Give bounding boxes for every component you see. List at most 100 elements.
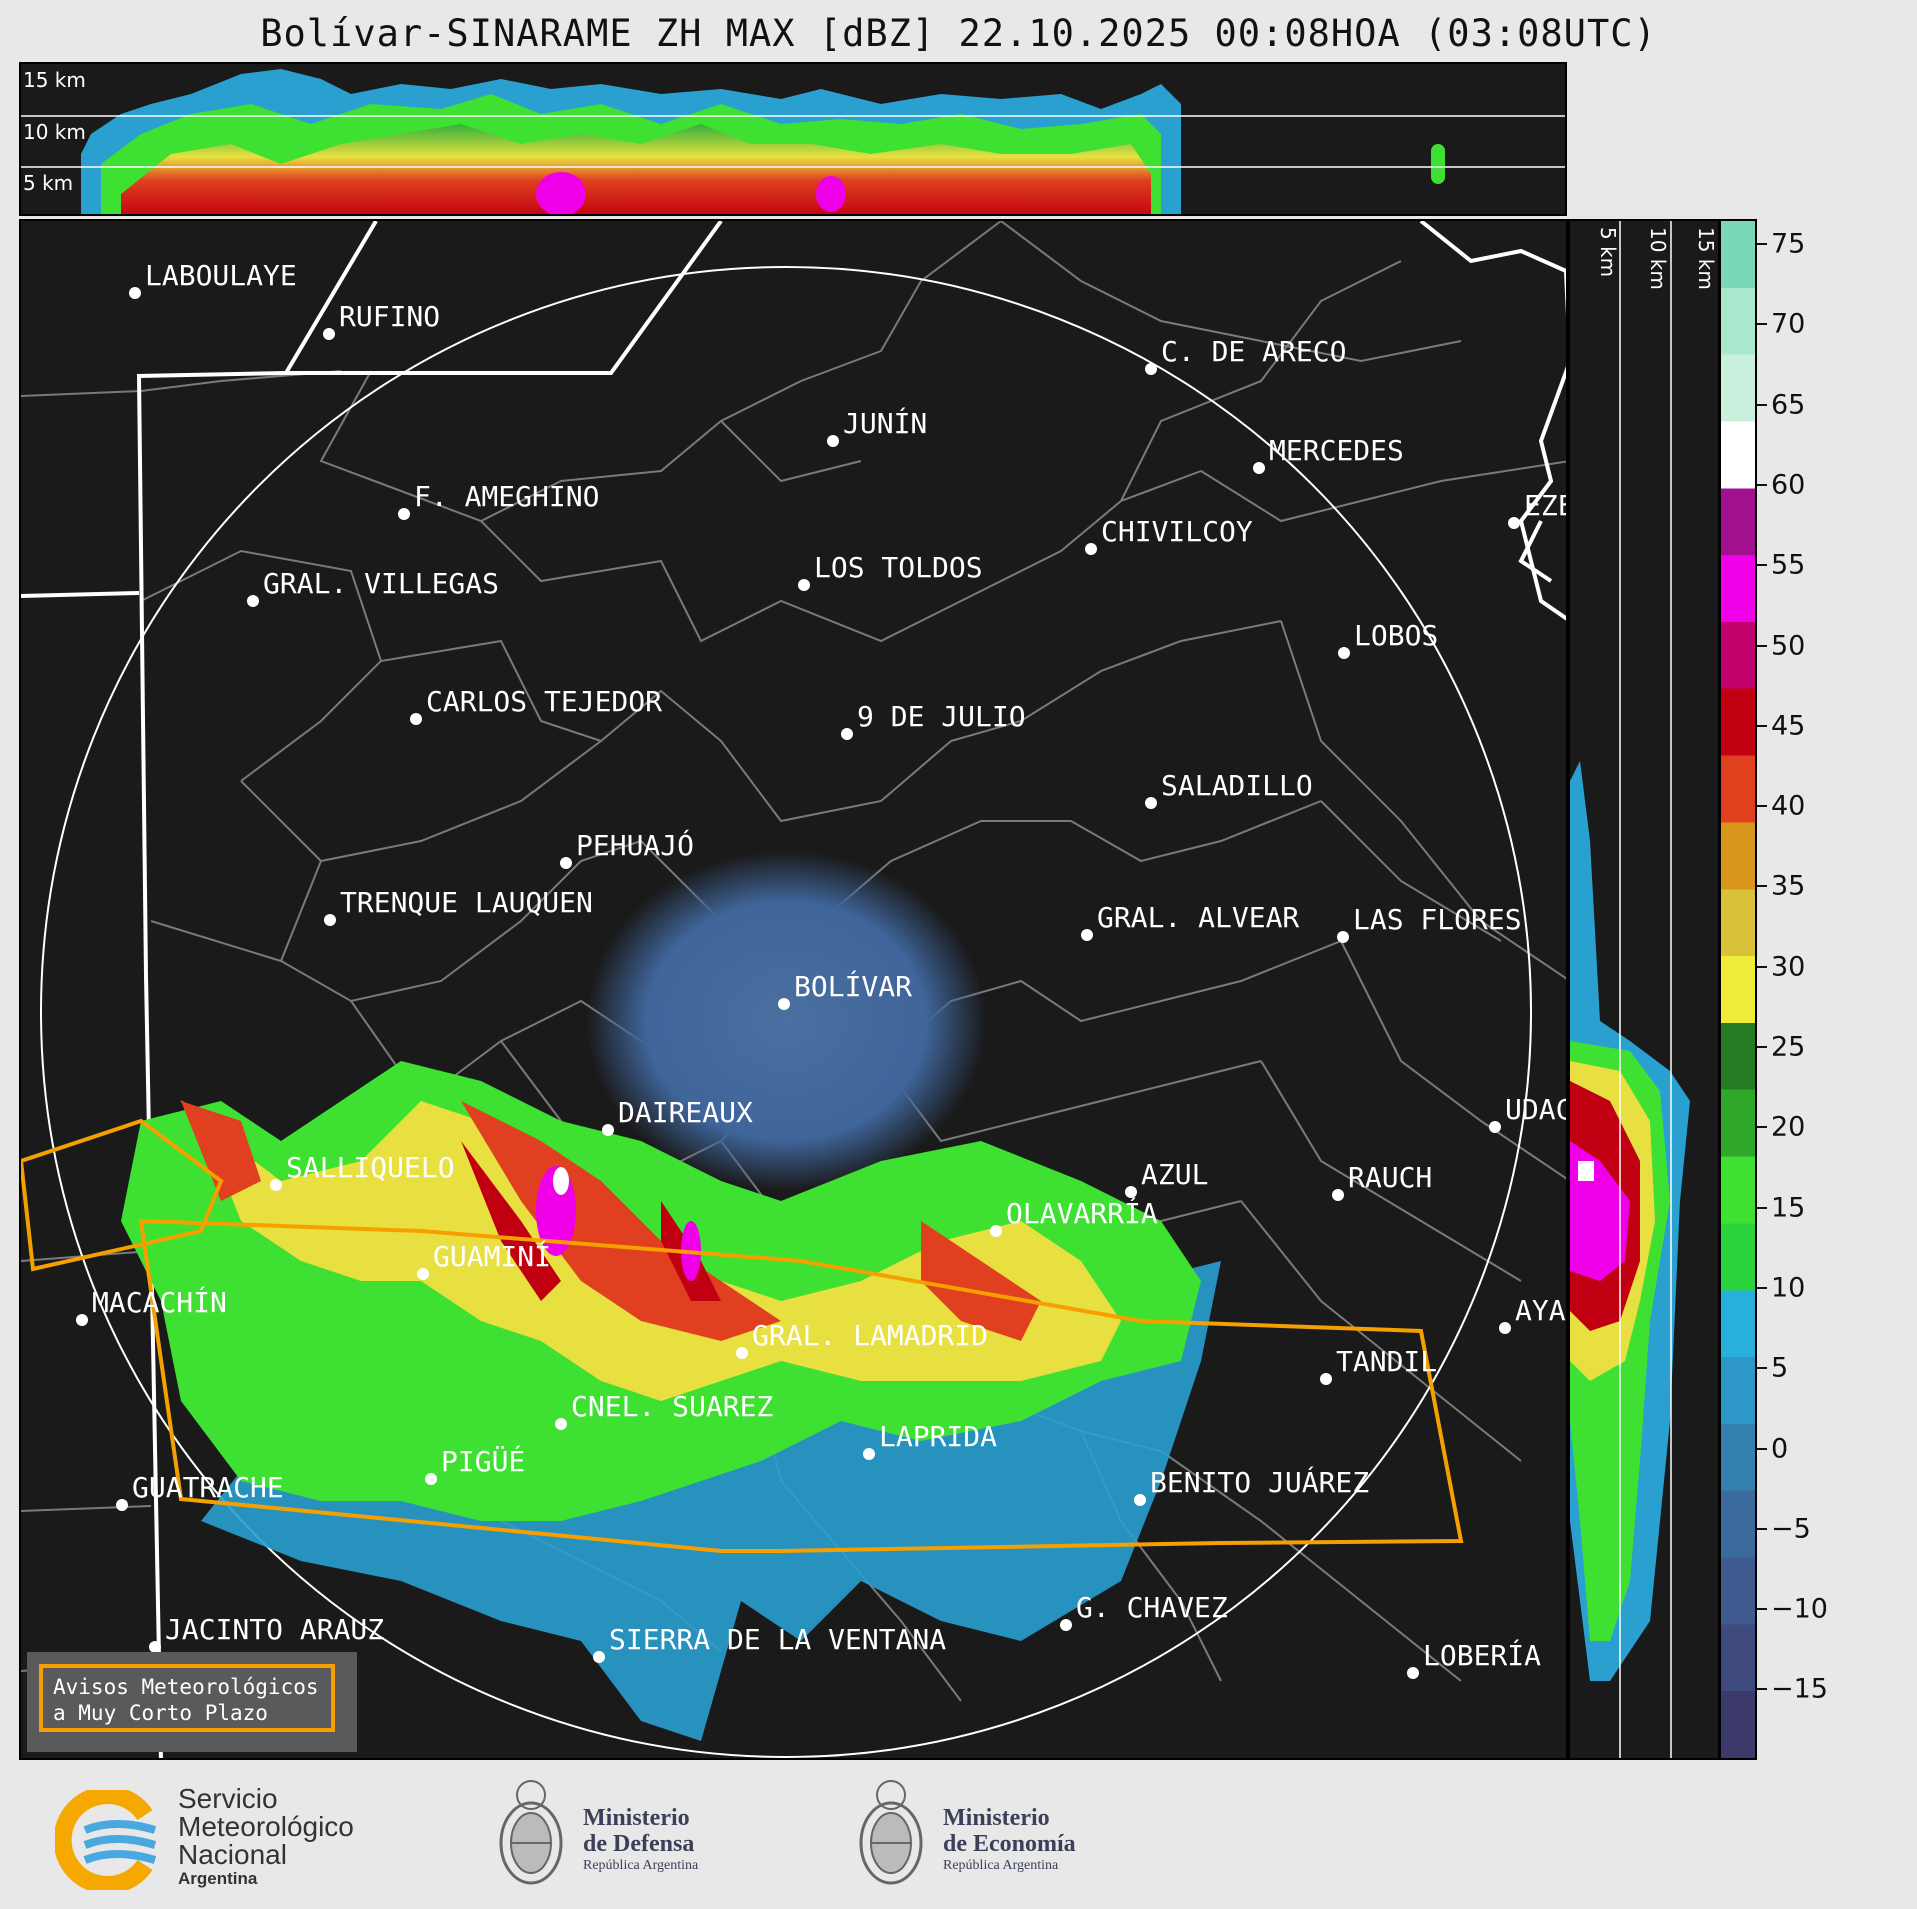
colorbar-tick-mark: [1757, 1688, 1767, 1691]
colorbar-tick-label: 75: [1771, 228, 1806, 260]
colorbar-tick-mark: [1757, 1286, 1767, 1289]
radar-map: LABOULAYE RUFINO C. DE ARECO JUNÍN MERCEDES F…: [21, 221, 1568, 1758]
colorbar-tick-label: 5: [1771, 1352, 1789, 1384]
colorbar-tick-label: 0: [1771, 1433, 1789, 1464]
city-label: PEHUAJÓ: [576, 828, 694, 862]
city-label: TRENQUE LAUQUEN: [340, 886, 593, 919]
city-marker: [76, 1314, 88, 1326]
city-label: DAIREAUX: [618, 1096, 753, 1129]
warning-polygons: [21, 1118, 1464, 1553]
city-label: C. DE ARECO: [1161, 335, 1346, 368]
city-label: GUATRACHE: [132, 1471, 284, 1504]
city-marker: [602, 1124, 614, 1136]
city-marker: [778, 998, 790, 1010]
city-label: EZE: [1524, 489, 1568, 522]
city-label: RAUCH: [1348, 1161, 1432, 1194]
smn-line2: Meteorológico: [178, 1811, 354, 1842]
colorbar-tick-mark: [1757, 483, 1767, 486]
city-label: LAS FLORES: [1353, 903, 1522, 936]
city-label: RUFINO: [339, 300, 440, 333]
city-label: SIERRA DE LA VENTANA: [609, 1623, 946, 1656]
argentina-coat-of-arms-icon: [499, 1780, 563, 1885]
colorbar-tick-mark: [1757, 1046, 1767, 1048]
city-marker: [555, 1418, 567, 1430]
colorbar-tick-mark: [1757, 1527, 1767, 1530]
city-marker: [1085, 543, 1097, 555]
city-marker: [1499, 1322, 1511, 1334]
city-label: 9 DE JULIO: [857, 700, 1026, 733]
argentina-coat-of-arms-icon: [859, 1780, 923, 1885]
ground-clutter-echo: [586, 851, 986, 1191]
city-marker: [1081, 929, 1093, 941]
side-cross-section-echoes: [1570, 221, 1690, 1758]
height-label-15km-side: 15 km: [1694, 227, 1718, 290]
city-label: CNEL. SUAREZ: [571, 1390, 773, 1423]
colorbar-tick-label: 70: [1771, 308, 1806, 340]
warning-legend-swatch: Avisos Meteorológicos a Muy Corto Plazo: [39, 1664, 335, 1732]
colorbar-tick-label: 40: [1771, 790, 1806, 822]
city-label: JACINTO ARAUZ: [165, 1613, 384, 1646]
city-label: LOS TOLDOS: [814, 551, 983, 584]
city-label: GRAL. VILLEGAS: [263, 567, 499, 600]
city-marker: [1489, 1121, 1501, 1133]
economia-line1: Ministerio: [943, 1805, 1050, 1831]
side-cross-section-panel: 5 km 10 km 15 km: [1568, 219, 1720, 1760]
colorbar-tick-label: 65: [1771, 389, 1806, 421]
city-marker: [1337, 931, 1349, 943]
colorbar-tick-label: −15: [1771, 1673, 1828, 1705]
colorbar-tick-mark: [1757, 1126, 1767, 1129]
colorbar-tick-mark: [1757, 885, 1767, 888]
city-marker: [1508, 517, 1520, 529]
colorbar-tick-label: −10: [1771, 1593, 1828, 1625]
defensa-line2: de Defensa: [583, 1831, 695, 1857]
colorbar-tick-label: 20: [1771, 1111, 1806, 1143]
city-label: LABOULAYE: [145, 259, 297, 292]
city-label: LOBERÍA: [1423, 1638, 1541, 1672]
smn-logo-icon: [55, 1790, 157, 1890]
economia-line3: República Argentina: [943, 1858, 1059, 1873]
defensa-line1: Ministerio: [583, 1805, 690, 1831]
colorbar-tick-mark: [1757, 1367, 1767, 1370]
dbz-colorbar: [1719, 219, 1757, 1760]
city-marker: [129, 287, 141, 299]
city-label: CARLOS TEJEDOR: [426, 685, 662, 718]
city-label: BENITO JUÁREZ: [1150, 1465, 1369, 1499]
colorbar-tick-label: 45: [1771, 710, 1806, 742]
warning-legend-box: Avisos Meteorológicos a Muy Corto Plazo: [27, 1652, 357, 1752]
colorbar-tick-label: 25: [1771, 1031, 1806, 1063]
colorbar-tick-label: 15: [1771, 1192, 1806, 1224]
city-marker: [736, 1347, 748, 1359]
city-marker: [1145, 363, 1157, 375]
colorbar-tick-mark: [1757, 1608, 1767, 1611]
city-label: GUAMINÍ: [433, 1239, 551, 1273]
city-marker: [1320, 1373, 1332, 1385]
city-label: AYA: [1515, 1294, 1566, 1327]
city-label: SALLIQUELO: [286, 1151, 455, 1184]
warning-legend-line1: Avisos Meteorológicos: [53, 1675, 319, 1699]
colorbar-tick-mark: [1757, 1206, 1767, 1209]
city-marker: [149, 1641, 161, 1653]
city-label: SALADILLO: [1161, 769, 1313, 802]
height-label-10km-side: 10 km: [1646, 227, 1670, 290]
colorbar-tick-mark: [1757, 644, 1767, 647]
colorbar-tick-mark: [1757, 403, 1767, 406]
map-title: Bolívar-SINARAME ZH MAX [dBZ] 22.10.2025…: [260, 12, 1657, 55]
colorbar-tick-mark: [1757, 323, 1767, 326]
city-marker: [1407, 1667, 1419, 1679]
city-label: PIGÜÉ: [441, 1444, 525, 1478]
city-marker: [560, 857, 572, 869]
colorbar-tick-mark: [1757, 1447, 1767, 1450]
economia-line2: de Economía: [943, 1831, 1076, 1857]
smn-logo: Servicio Meteorológico Nacional Argentin…: [55, 1785, 395, 1895]
colorbar-tick-mark: [1757, 965, 1767, 968]
smn-line3: Nacional: [178, 1839, 287, 1870]
city-label: UDAC: [1505, 1093, 1568, 1126]
city-marker: [593, 1651, 605, 1663]
colorbar-tick-label: 10: [1771, 1272, 1806, 1304]
city-label: LAPRIDA: [879, 1420, 997, 1453]
province-borders: [21, 221, 1566, 1758]
city-marker: [1338, 647, 1350, 659]
warning-legend-line2: a Muy Corto Plazo: [53, 1701, 268, 1725]
city-marker: [425, 1473, 437, 1485]
colorbar-tick-label: 30: [1771, 951, 1806, 983]
